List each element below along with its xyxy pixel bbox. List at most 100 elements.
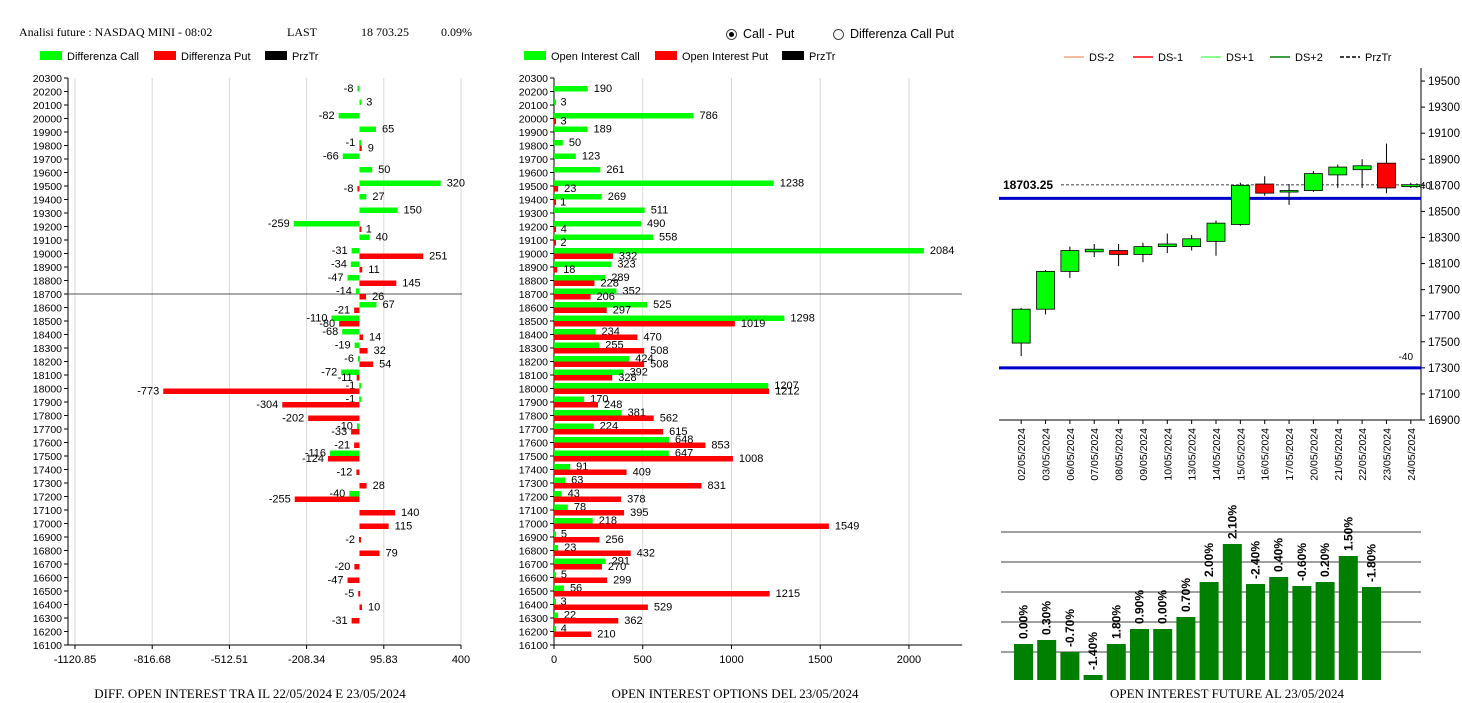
caption-left: DIFF. OPEN INTEREST TRA IL 22/05/2024 E … — [94, 686, 406, 701]
bar-value-label: 3 — [561, 97, 567, 109]
put-bar — [554, 550, 631, 556]
bar-value-label: 28 — [373, 480, 385, 492]
put-bar — [282, 402, 360, 408]
strike-label: 20200 — [519, 87, 548, 99]
date-label: 13/05/2024 — [1187, 428, 1199, 481]
oi-bar — [1269, 577, 1289, 680]
candle-body — [1182, 238, 1202, 248]
radio-call-put[interactable]: Call - Put — [726, 27, 794, 41]
side-label: +40 — [1414, 181, 1431, 192]
call-bar — [554, 302, 648, 308]
call-bar — [554, 531, 556, 537]
call-bar — [359, 167, 373, 173]
candle-body — [1109, 250, 1128, 255]
call-bar — [357, 356, 360, 362]
x-tick-label: 500 — [634, 654, 652, 666]
strike-label: 16500 — [519, 586, 548, 598]
bar-value-label: -116 — [305, 448, 326, 460]
legend-swatch — [782, 51, 804, 60]
call-bar — [554, 86, 588, 92]
bar-value-label: 210 — [597, 629, 615, 641]
call-bar — [554, 180, 774, 186]
put-bar — [359, 267, 363, 273]
bar-value-label: 2084 — [930, 245, 954, 257]
put-bar — [359, 334, 364, 340]
bar-value-label: 5 — [561, 569, 567, 581]
bar-value-label: -47 — [328, 575, 344, 587]
put-bar — [356, 375, 360, 381]
bar-value-label: -773 — [137, 386, 159, 398]
bar-value-label: 1549 — [835, 521, 859, 533]
strike-label: 18000 — [33, 384, 62, 396]
strike-label: 16200 — [519, 627, 548, 639]
bar-value-label: -21 — [334, 440, 350, 452]
strike-label: 18400 — [519, 330, 548, 342]
x-tick-label: 1500 — [808, 654, 832, 666]
bar-value-label: -82 — [319, 110, 335, 122]
legend-label: Differenza Call — [67, 51, 139, 63]
bar-value-label: 2 — [560, 237, 566, 249]
strike-label: 19800 — [33, 141, 62, 153]
legend-swatch — [40, 51, 62, 60]
call-bar — [554, 410, 622, 416]
radio-unselected-icon[interactable] — [833, 28, 844, 40]
put-bar — [554, 415, 654, 421]
put-bar — [351, 618, 360, 624]
bar-value-label: 1019 — [741, 318, 765, 330]
bar-value-label: -5 — [344, 588, 354, 600]
bar-value-label: 362 — [624, 615, 642, 627]
bar-value-label: -304 — [256, 399, 278, 411]
call-bar — [554, 585, 564, 591]
radio-differenza[interactable]: Differenza Call Put — [833, 27, 954, 41]
bar-value-label: 11 — [368, 264, 379, 276]
strike-label: 17600 — [519, 438, 548, 450]
call-bar — [554, 450, 669, 456]
put-bar — [554, 348, 645, 354]
bar-value-label: 392 — [630, 367, 648, 379]
strike-label: 19500 — [519, 181, 548, 193]
bar-value-label: -34 — [331, 259, 347, 271]
put-bar — [351, 429, 360, 435]
strike-label: 17300 — [33, 478, 62, 490]
date-label: 16/05/2024 — [1260, 428, 1272, 481]
strike-label: 17500 — [519, 451, 548, 463]
put-bar — [358, 591, 361, 597]
candle-body — [1279, 190, 1299, 193]
strike-label: 17100 — [33, 505, 62, 517]
oi-bar — [1315, 582, 1335, 680]
oi-bar-label: 1.50% — [1341, 517, 1355, 551]
call-bar — [554, 153, 576, 159]
side-label: -40 — [1399, 352, 1414, 363]
oi-bar — [1060, 652, 1080, 680]
call-bar — [351, 248, 360, 254]
strike-label: 16100 — [33, 640, 62, 652]
candle-body — [1011, 308, 1031, 344]
bar-value-label: 79 — [386, 548, 398, 560]
legend-swatch — [154, 51, 176, 60]
strike-label: 20100 — [33, 100, 62, 112]
strike-label: 18500 — [33, 316, 62, 328]
date-label: 03/05/2024 — [1041, 428, 1053, 481]
candle-body — [1036, 270, 1055, 310]
oi-bar-label: -2.40% — [1249, 541, 1263, 579]
call-bar — [356, 423, 360, 429]
candle-body — [1157, 243, 1177, 248]
radio-selected-icon[interactable] — [726, 28, 737, 40]
put-bar — [359, 510, 396, 516]
call-bar — [554, 248, 924, 254]
legend-label: DS-1 — [1158, 52, 1183, 64]
date-label: 21/05/2024 — [1333, 428, 1345, 481]
oi-bar — [1176, 617, 1196, 680]
strike-label: 20000 — [33, 114, 62, 126]
call-bar — [554, 288, 617, 294]
strike-label: 16300 — [33, 613, 62, 625]
call-bar — [554, 612, 558, 618]
strike-label: 19200 — [33, 222, 62, 234]
call-bar — [554, 167, 601, 173]
strike-label: 16100 — [519, 640, 548, 652]
bar-value-label: 786 — [699, 110, 717, 122]
bar-value-label: 1298 — [790, 313, 814, 325]
strike-label: 17200 — [519, 492, 548, 504]
change-percent: 0.09% — [441, 25, 472, 39]
bar-value-label: 190 — [594, 83, 612, 95]
